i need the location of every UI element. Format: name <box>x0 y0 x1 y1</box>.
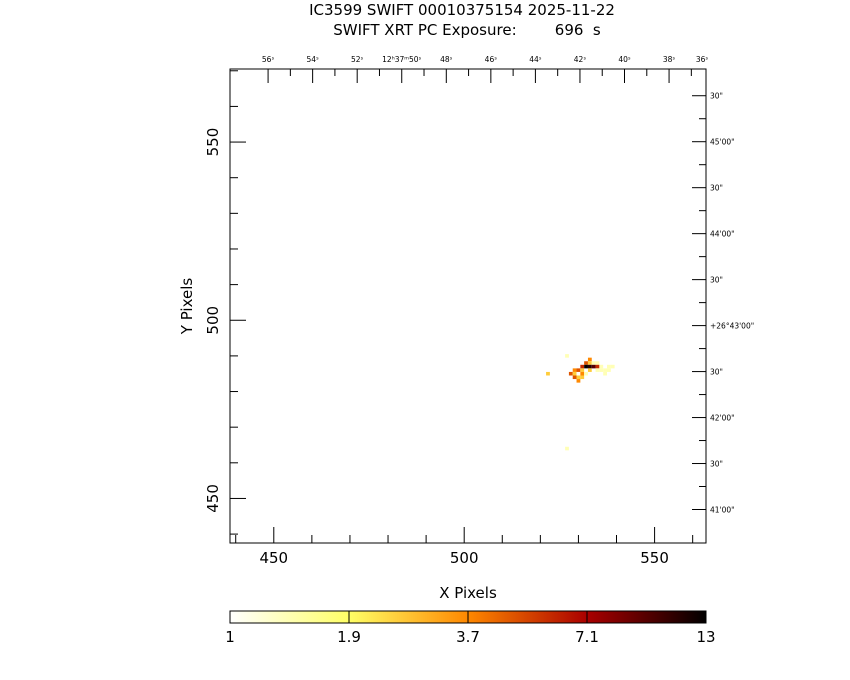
ra-tick-label: 56ˢ <box>262 55 275 64</box>
image-pixel <box>599 368 604 372</box>
image-pixel <box>580 364 585 369</box>
image-pixel <box>572 368 577 372</box>
y-axis-left: 450 500 550 <box>204 70 246 535</box>
ra-tick-label: 46ˢ <box>485 55 498 64</box>
image-pixel <box>587 368 592 372</box>
image-pixel <box>546 371 550 376</box>
image-pixel <box>584 371 588 376</box>
image-pixel <box>606 368 611 372</box>
ra-tick-label: 54ˢ <box>306 55 319 64</box>
image-pixel <box>584 361 588 365</box>
colorbar-axis: 1 1.9 3.7 7.1 13 <box>225 611 716 646</box>
image-pixel <box>568 371 573 376</box>
image-pixel <box>576 379 581 383</box>
y-axis-label: Y Pixels <box>178 278 196 336</box>
ra-axis-top: 56ˢ 54ˢ 52ˢ 12ʰ37ᵐ50ˢ 48ˢ 46ˢ 44ˢ 42ˢ 40ˢ 38ˢ 36ˢ <box>262 55 708 83</box>
y-tick-label: 450 <box>204 484 222 513</box>
image-pixel <box>587 364 592 369</box>
image-pixel <box>576 375 581 380</box>
chart-subtitle: SWIFT XRT PC Exposure: 696 s <box>333 21 601 39</box>
image-pixel <box>576 368 581 372</box>
dec-tick-label: 41'00" <box>710 505 735 514</box>
x-tick-label: 450 <box>259 549 288 567</box>
chart-title: IC3599 SWIFT 00010375154 2025-11-22 <box>309 1 615 19</box>
counts-image <box>546 354 615 451</box>
image-pixel <box>565 354 569 358</box>
dec-tick-label: 30" <box>710 460 723 469</box>
plot-frame <box>229 68 707 544</box>
image-pixel <box>572 371 577 376</box>
x-tick-label: 550 <box>640 549 669 567</box>
colorbar-tick-label: 13 <box>696 628 715 646</box>
colorbar-tick-label: 7.1 <box>575 628 599 646</box>
image-pixel <box>587 361 592 365</box>
image-pixel <box>610 364 615 369</box>
image-pixel <box>587 357 592 362</box>
image-pixel <box>565 446 569 451</box>
dec-tick-label: 42'00" <box>710 414 735 423</box>
image-pixel <box>580 375 585 380</box>
image-pixel <box>572 375 577 380</box>
dec-tick-label: 30" <box>710 276 723 285</box>
image-pixel <box>584 364 588 369</box>
image-pixel <box>603 368 607 372</box>
dec-tick-label: 44'00" <box>710 230 735 239</box>
colorbar-tick-label: 1.9 <box>337 628 361 646</box>
dec-tick-label: 30" <box>710 92 723 101</box>
dec-tick-label: 30" <box>710 184 723 193</box>
image-pixel <box>599 364 604 369</box>
x-tick-label: 500 <box>450 549 479 567</box>
image-pixel <box>595 368 600 372</box>
dec-tick-label: 30" <box>710 368 723 377</box>
ra-tick-label: 36ˢ <box>696 55 709 64</box>
ra-tick-label: 38ˢ <box>663 55 676 64</box>
x-axis-bottom: 450 500 550 <box>235 527 694 567</box>
colorbar-tick-label: 3.7 <box>456 628 480 646</box>
ra-tick-label: 52ˢ <box>351 55 364 64</box>
image-pixel <box>580 368 585 372</box>
image-pixel <box>595 364 600 369</box>
ra-tick-label: 42ˢ <box>574 55 587 64</box>
colorbar-tick-label: 1 <box>225 628 235 646</box>
y-tick-label: 500 <box>204 306 222 335</box>
y-tick-label: 550 <box>204 128 222 157</box>
dec-axis-right: 30" 45'00" 30" 44'00" 30" +26°43'00" 30" 42'00"… <box>692 92 754 514</box>
ra-tick-label: 44ˢ <box>529 55 542 64</box>
dec-tick-label: +26°43'00" <box>710 322 754 331</box>
ra-tick-label: 48ˢ <box>440 55 453 64</box>
image-pixel <box>591 364 596 369</box>
image-pixel <box>595 361 600 365</box>
image-pixel <box>591 361 596 365</box>
ra-tick-label: 40ˢ <box>618 55 631 64</box>
image-pixel <box>580 371 585 376</box>
dec-tick-label: 45'00" <box>710 138 735 147</box>
image-pixel <box>606 364 611 369</box>
image-pixel <box>603 371 607 376</box>
x-axis-label: X Pixels <box>439 584 497 602</box>
ra-tick-label: 12ʰ37ᵐ50ˢ <box>382 55 421 64</box>
